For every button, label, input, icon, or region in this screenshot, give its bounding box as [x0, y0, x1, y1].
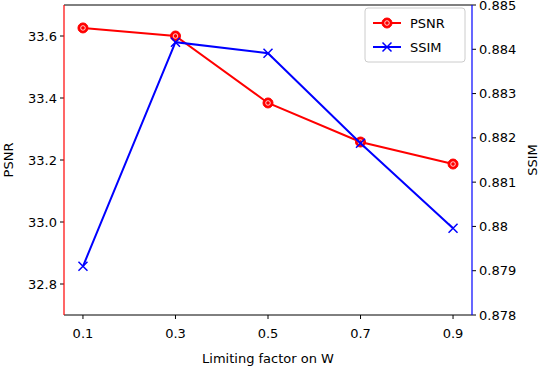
- y2-tick-label: 0.88: [479, 219, 508, 234]
- y-tick-label: 32.8: [28, 277, 57, 292]
- marker-ring: [173, 34, 178, 39]
- x-tick-label: 0.3: [165, 326, 186, 341]
- x-axis: [64, 315, 472, 316]
- y-axis-label: PSNR: [1, 143, 16, 178]
- x-tick: [453, 315, 454, 319]
- chart: 0.1 0.3 0.5 0.7 0.9 32.8 33.0 33.2 33.4 33.6 0.878…: [0, 0, 544, 370]
- x-tick-label: 0.1: [73, 326, 94, 341]
- data-point: [356, 139, 365, 148]
- y-tick-label: 33.6: [28, 29, 57, 44]
- series-line: [83, 42, 453, 266]
- y-tick-label: 33.4: [28, 91, 57, 106]
- marker-ring: [385, 21, 390, 26]
- legend: PSNR SSIM: [365, 8, 465, 62]
- y2-tick-label: 0.882: [479, 130, 516, 145]
- y-axis: [63, 5, 64, 315]
- legend-box: [365, 8, 465, 62]
- y2-tick-label: 0.885: [479, 0, 516, 13]
- y2-axis-label: SSIM: [525, 144, 540, 176]
- x-tick-label: 0.9: [443, 326, 464, 341]
- data-point: [448, 159, 458, 169]
- data-point: [78, 262, 87, 271]
- data-point: [263, 98, 273, 108]
- y-tick-label: 33.0: [28, 215, 57, 230]
- x-axis-label: Limiting factor on W: [202, 351, 334, 366]
- y2-tick-label: 0.878: [479, 308, 516, 323]
- top-spine: [64, 5, 472, 6]
- legend-marker: [382, 18, 392, 28]
- legend-label: SSIM: [410, 40, 442, 55]
- y-tick-label: 33.2: [28, 153, 57, 168]
- y2-tick-label: 0.883: [479, 86, 516, 101]
- x-tick: [360, 315, 361, 319]
- legend-label: PSNR: [410, 16, 445, 31]
- marker-ring: [81, 26, 86, 31]
- x-tick: [82, 315, 83, 319]
- marker-ring: [266, 101, 271, 106]
- data-point: [264, 49, 273, 58]
- data-point: [449, 224, 458, 233]
- data-point: [171, 38, 180, 47]
- y2-axis: [471, 5, 472, 315]
- y2-tick-label: 0.884: [479, 42, 516, 57]
- x-tick-label: 0.5: [258, 326, 279, 341]
- data-point: [78, 23, 88, 33]
- y2-tick-label: 0.879: [479, 263, 516, 278]
- x-tick-label: 0.7: [350, 326, 371, 341]
- marker-ring: [451, 162, 456, 167]
- y2-tick-label: 0.881: [479, 175, 516, 190]
- legend-marker: [383, 43, 392, 52]
- x-tick: [268, 315, 269, 319]
- x-tick: [175, 315, 176, 319]
